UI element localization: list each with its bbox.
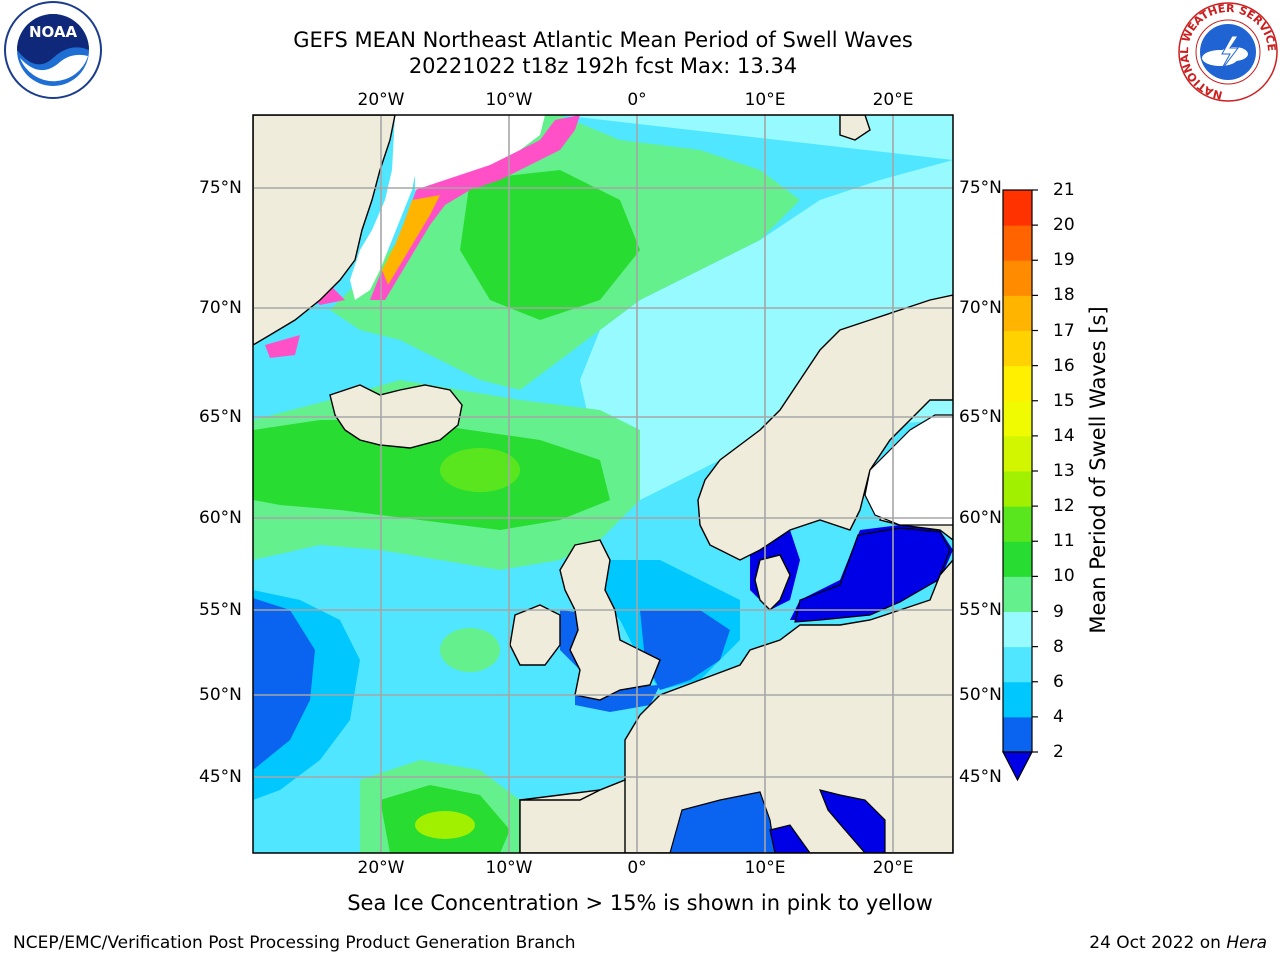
lon-label-top: 0° <box>627 90 647 110</box>
colorbar-tick-label: 4 <box>1053 706 1064 727</box>
sea-ice-east-greenland <box>265 335 300 358</box>
lat-label-right: 50°N <box>959 685 1002 705</box>
swell-zone-10-11-north <box>460 170 640 320</box>
date-prefix: 24 Oct 2022 on <box>1089 933 1221 953</box>
colorbar-tick-label: 6 <box>1053 671 1064 692</box>
lon-label-bottom: 10°E <box>744 858 786 878</box>
lon-label-bottom: 0° <box>627 858 647 878</box>
noaa-logo: NOAA <box>4 1 102 99</box>
colorbar-swatch <box>1003 260 1032 296</box>
colorbar-tick-label: 16 <box>1053 355 1075 376</box>
colorbar-swatch <box>1003 611 1032 648</box>
swell-zone-2-4-west <box>253 598 315 770</box>
lat-label-right: 65°N <box>959 407 1002 427</box>
colorbar-tick-label: 10 <box>1053 566 1075 587</box>
lat-label-right: 60°N <box>959 508 1002 528</box>
lat-label-left: 60°N <box>199 508 242 528</box>
colorbar-swatch <box>1003 365 1032 402</box>
iberia <box>519 778 626 853</box>
lon-label-top: 20°W <box>357 90 405 110</box>
lat-label-right: 55°N <box>959 600 1002 620</box>
colorbar-tick-label: 15 <box>1053 390 1075 411</box>
lat-label-left: 55°N <box>199 600 242 620</box>
colorbar-swatch <box>1003 225 1032 261</box>
colorbar-tick-label: 12 <box>1053 496 1075 517</box>
land-masses <box>253 115 953 853</box>
gulf-of-bothnia <box>864 414 953 526</box>
lat-label-left: 70°N <box>199 298 242 318</box>
swell-zone-12-13 <box>415 811 475 839</box>
colorbar-swatch <box>1003 190 1032 226</box>
swell-zone-9-10-mid <box>440 628 500 672</box>
colorbar-label: Mean Period of Swell Waves [s] <box>1086 306 1110 634</box>
graticule <box>253 115 953 853</box>
map-frame <box>252 114 954 854</box>
nws-logo: NATIONAL WEATHER SERVICE <box>1178 2 1278 102</box>
machine-name: Hera <box>1226 933 1267 953</box>
colorbar-swatch <box>1003 716 1032 753</box>
lat-label-left: 75°N <box>199 178 242 198</box>
colorbar-tick-label: 18 <box>1053 285 1075 306</box>
lon-label-bottom: 20°E <box>872 858 914 878</box>
lat-label-left: 45°N <box>199 767 242 787</box>
colorbar-swatch <box>1003 681 1032 718</box>
adriatic-sea <box>819 789 886 853</box>
lon-label-bottom: 10°W <box>485 858 533 878</box>
lon-label-bottom: 20°W <box>357 858 405 878</box>
lon-label-top: 10°E <box>744 90 786 110</box>
credit-text: NCEP/EMC/Verification Post Processing Pr… <box>13 933 576 953</box>
lon-label-top: 10°W <box>485 90 533 110</box>
sea-ice-edge-yellow <box>382 195 440 285</box>
colorbar-swatch <box>1003 541 1032 577</box>
swell-zone-10-11-iceland <box>253 420 610 530</box>
lat-label-right: 75°N <box>959 178 1002 198</box>
colorbar-tick-label: 14 <box>1053 425 1075 446</box>
colorbar-tick-label: 21 <box>1053 180 1075 200</box>
colorbar-tick-label: 17 <box>1053 320 1075 341</box>
colorbar-swatch <box>1003 330 1032 367</box>
colorbar-swatch <box>1003 435 1032 472</box>
denmark <box>754 554 791 611</box>
colorbar-under-arrow <box>1002 751 1033 782</box>
baltic-sea <box>794 527 951 623</box>
colorbar-swatch <box>1003 295 1032 331</box>
greenland <box>253 115 396 346</box>
colorbar-tick-label: 2 <box>1053 742 1064 762</box>
lat-label-left: 50°N <box>199 685 242 705</box>
lat-label-left: 65°N <box>199 407 242 427</box>
colorbar-tick-label: 13 <box>1053 461 1075 481</box>
sea-ice-edge-pink <box>370 115 580 300</box>
map-subtitle: 20221022 t18z 192h fcst Max: 13.34 <box>408 54 798 78</box>
lon-label-top: 20°E <box>872 90 914 110</box>
colorbar-tick-label: 9 <box>1053 601 1064 622</box>
colorbar-swatch <box>1003 506 1032 542</box>
colorbar-swatch <box>1003 646 1032 683</box>
lat-label-right: 70°N <box>959 298 1002 318</box>
colorbar-tick-label: 20 <box>1053 215 1075 236</box>
western-mediterranean <box>669 791 776 853</box>
swell-zone-11-12 <box>440 448 520 492</box>
noaa-logo-text: NOAA <box>29 23 78 41</box>
sea-ice-note: Sea Ice Concentration > 15% is shown in … <box>347 891 933 915</box>
colorbar-swatch <box>1003 576 1032 612</box>
ireland <box>509 604 561 666</box>
map-title: GEFS MEAN Northeast Atlantic Mean Period… <box>293 28 913 52</box>
sea-ice-interior <box>415 115 545 190</box>
colorbar-swatch <box>1003 471 1032 507</box>
swell-zone-2-4-northsea <box>640 610 730 690</box>
colorbar-tick-label: 8 <box>1053 636 1064 657</box>
date-stamp: 24 Oct 2022 on Hera <box>1089 933 1267 953</box>
sea-ice-gap <box>350 115 420 300</box>
lat-label-right: 45°N <box>959 767 1002 787</box>
colorbar-swatch <box>1003 400 1032 437</box>
svalbard <box>839 115 871 141</box>
scandinavia <box>697 294 953 561</box>
tyrrhenian-sea <box>769 824 811 853</box>
colorbar-tick-label: 11 <box>1053 531 1075 552</box>
colorbar-tick-label: 19 <box>1053 250 1075 271</box>
continental-europe <box>519 558 953 853</box>
colorbar <box>1002 189 1038 782</box>
